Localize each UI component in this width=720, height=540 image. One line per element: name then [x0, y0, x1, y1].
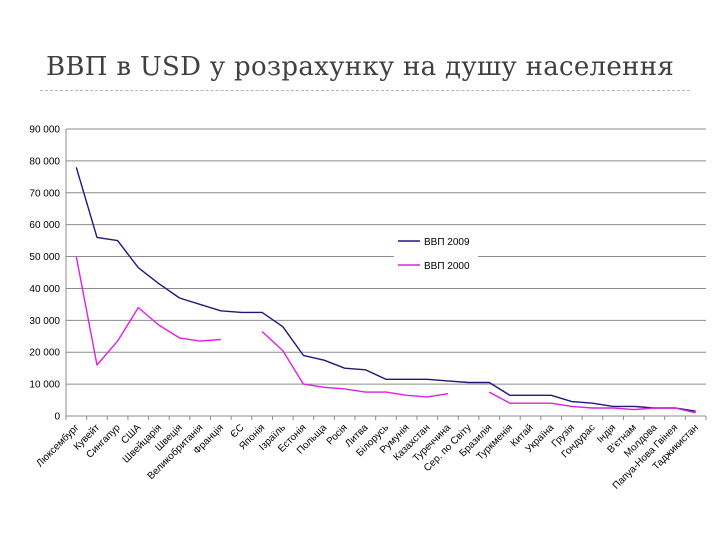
y-tick-label: 50 000 [29, 252, 60, 263]
y-tick-label: 40 000 [29, 284, 60, 295]
slide-title: ВВП в USD у розрахунку на душу населення [45, 52, 675, 82]
y-tick-label: 90 000 [29, 125, 60, 136]
series-line [75, 256, 221, 366]
y-tick-label: 20 000 [29, 348, 60, 359]
y-tick-label: 80 000 [29, 156, 60, 167]
chart-axes [65, 129, 707, 420]
y-tick-label: 10 000 [29, 380, 60, 391]
x-axis-category-labels: ЛюксембургКувейтСингапурСШАШвейцаріяШвец… [34, 421, 701, 491]
series-line [261, 330, 449, 398]
legend-label: ВВП 2009 [424, 237, 470, 248]
series-line [75, 167, 696, 412]
y-axis-tick-labels: 0 10 000 20 000 30 000 40 000 50 000 60 000 70 … [29, 125, 60, 423]
series-line [488, 391, 696, 414]
y-tick-label: 60 000 [29, 220, 60, 231]
title-divider [40, 90, 690, 91]
y-tick-label: 0 [54, 412, 60, 423]
chart-series-lines [75, 167, 696, 414]
chart-legend: ВВП 2009 ВВП 2000 [394, 229, 478, 279]
legend-box [394, 229, 478, 279]
chart-gridlines [66, 128, 706, 385]
y-tick-label: 70 000 [29, 188, 60, 199]
legend-label: ВВП 2000 [424, 261, 470, 272]
y-tick-label: 30 000 [29, 316, 60, 327]
